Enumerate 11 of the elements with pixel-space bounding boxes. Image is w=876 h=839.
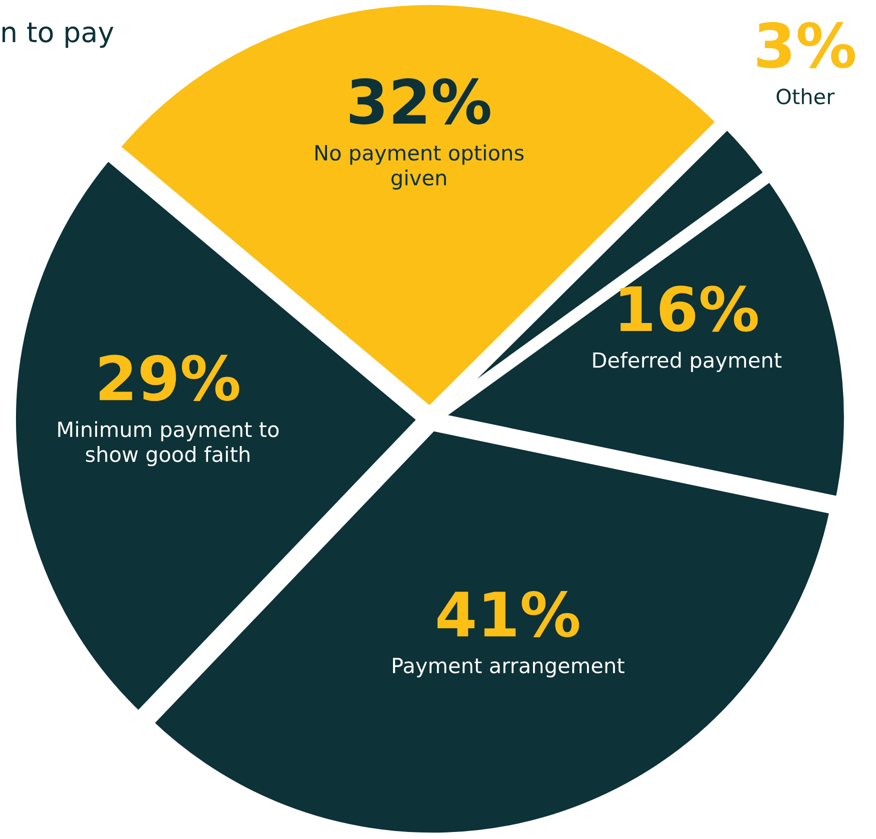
slice-label: Minimum payment to show good faith [58, 421, 279, 466]
text: n to pay [2, 22, 114, 48]
slice-label: Payment arrangement [393, 658, 624, 678]
data-label: 41% [438, 591, 580, 638]
slice-label: Deferred payment [593, 352, 782, 372]
slice-label: Other [776, 88, 835, 104]
slice-label: No payment options given [316, 144, 524, 190]
data-label: 32% [350, 78, 490, 124]
data-label: 29% [100, 354, 240, 402]
data-label: 3% [757, 22, 855, 68]
data-label: 16% [620, 286, 758, 332]
